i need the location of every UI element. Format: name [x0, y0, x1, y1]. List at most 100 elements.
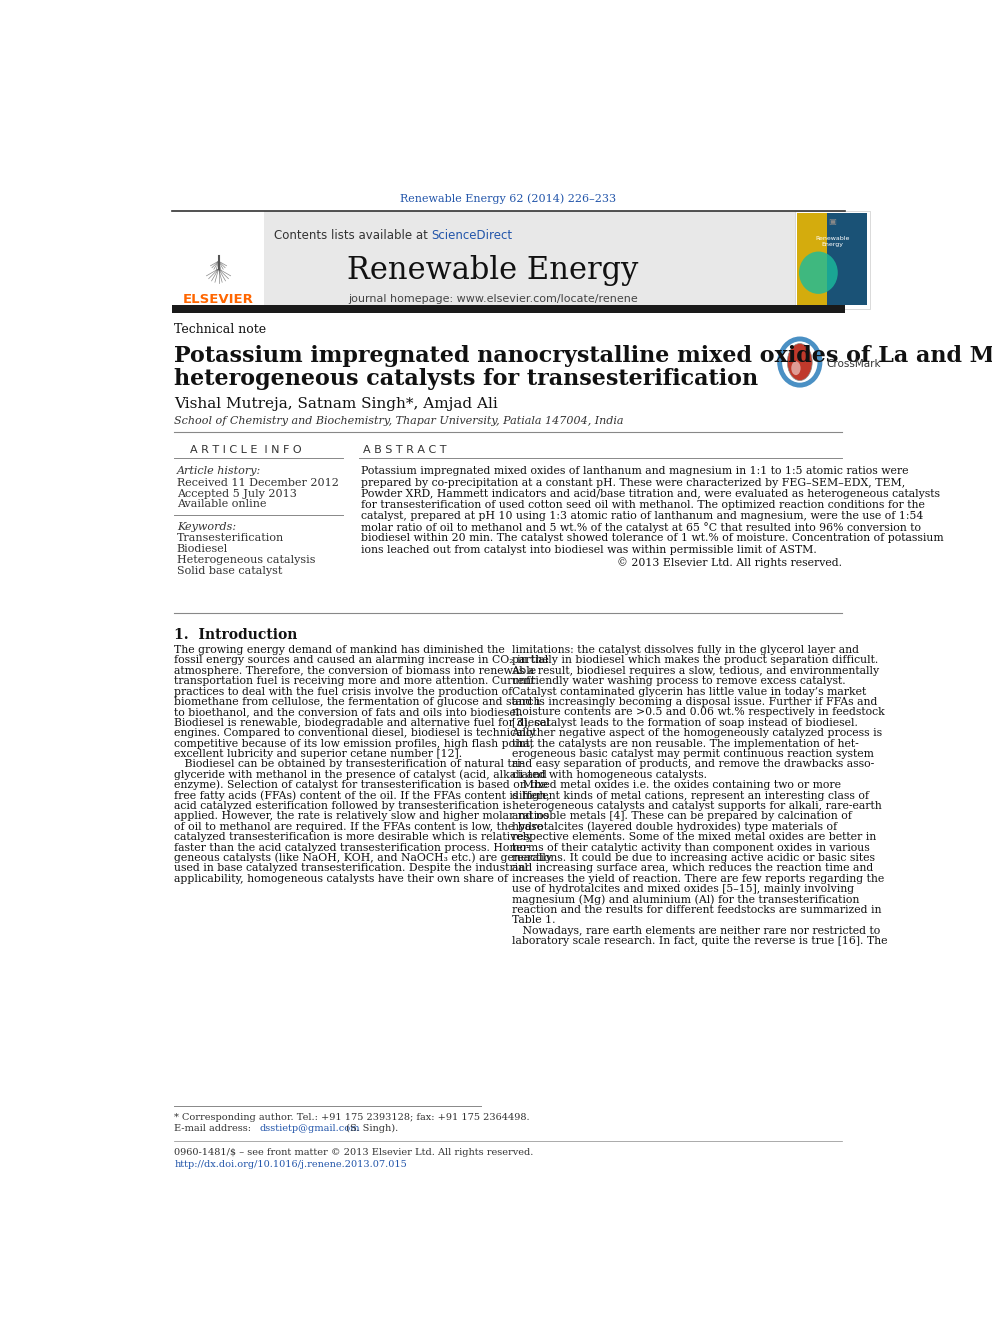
- Text: erogeneous basic catalyst may permit continuous reaction system: erogeneous basic catalyst may permit con…: [512, 749, 873, 759]
- Text: dsstietp@gmail.com: dsstietp@gmail.com: [260, 1123, 360, 1132]
- Text: Accepted 5 July 2013: Accepted 5 July 2013: [177, 488, 297, 499]
- Text: use of hydrotalcites and mixed oxides [5–15], mainly involving: use of hydrotalcites and mixed oxides [5…: [512, 884, 854, 894]
- Text: faster than the acid catalyzed transesterification process. Homo-: faster than the acid catalyzed transeste…: [175, 843, 530, 852]
- Text: Biodiesel is renewable, biodegradable and alternative fuel for diesel: Biodiesel is renewable, biodegradable an…: [175, 718, 550, 728]
- Text: ScienceDirect: ScienceDirect: [432, 229, 513, 242]
- Text: Catalyst contaminated glycerin has little value in today’s market: Catalyst contaminated glycerin has littl…: [512, 687, 866, 697]
- Text: Technical note: Technical note: [175, 323, 267, 336]
- Text: excellent lubricity and superior cetane number [12].: excellent lubricity and superior cetane …: [175, 749, 462, 759]
- Text: respective elements. Some of the mixed metal oxides are better in: respective elements. Some of the mixed m…: [512, 832, 876, 843]
- Text: catalyzed transesterification is more desirable which is relatively: catalyzed transesterification is more de…: [175, 832, 533, 843]
- Text: The growing energy demand of mankind has diminished the: The growing energy demand of mankind has…: [175, 646, 505, 655]
- Text: Table 1.: Table 1.: [512, 916, 555, 925]
- Text: hydrotalcites (layered double hydroxides) type materials of: hydrotalcites (layered double hydroxides…: [512, 822, 836, 832]
- Text: A B S T R A C T: A B S T R A C T: [363, 445, 446, 455]
- Text: different kinds of metal cations, represent an interesting class of: different kinds of metal cations, repres…: [512, 791, 869, 800]
- Text: biodiesel within 20 min. The catalyst showed tolerance of 1 wt.% of moisture. Co: biodiesel within 20 min. The catalyst sh…: [361, 533, 943, 544]
- Text: applicability, homogeneous catalysts have their own share of: applicability, homogeneous catalysts hav…: [175, 873, 508, 884]
- Text: Potassium impregnated mixed oxides of lanthanum and magnesium in 1:1 to 1:5 atom: Potassium impregnated mixed oxides of la…: [361, 467, 909, 476]
- Text: Transesterification: Transesterification: [177, 533, 284, 544]
- Text: Solid base catalyst: Solid base catalyst: [177, 566, 282, 576]
- Text: ▣: ▣: [828, 217, 836, 226]
- Text: laboratory scale research. In fact, quite the reverse is true [16]. The: laboratory scale research. In fact, quit…: [512, 937, 887, 946]
- Text: limitations: the catalyst dissolves fully in the glycerol layer and: limitations: the catalyst dissolves full…: [512, 646, 858, 655]
- Text: ions leached out from catalyst into biodiesel was within permissible limit of AS: ions leached out from catalyst into biod…: [361, 545, 816, 554]
- Ellipse shape: [799, 251, 838, 294]
- Text: As a result, biodiesel requires a slow, tedious, and environmentally: As a result, biodiesel requires a slow, …: [512, 665, 880, 676]
- Text: Available online: Available online: [177, 500, 266, 509]
- Text: Renewable Energy: Renewable Energy: [347, 255, 639, 286]
- Text: Biodiesel can be obtained by transesterification of natural tri-: Biodiesel can be obtained by transesteri…: [175, 759, 525, 770]
- Text: Keywords:: Keywords:: [177, 521, 236, 532]
- Text: Powder XRD, Hammett indicators and acid/base titration and, were evaluated as he: Powder XRD, Hammett indicators and acid/…: [361, 488, 940, 499]
- Text: free fatty acids (FFAs) content of the oil. If the FFAs content is high,: free fatty acids (FFAs) content of the o…: [175, 790, 551, 800]
- Text: glyceride with methanol in the presence of catalyst (acid, alkali and: glyceride with methanol in the presence …: [175, 770, 548, 781]
- Text: E-mail address:: E-mail address:: [175, 1123, 255, 1132]
- Text: engines. Compared to conventional diesel, biodiesel is technically: engines. Compared to conventional diesel…: [175, 728, 536, 738]
- Text: heterogeneous catalysts and catalyst supports for alkali, rare-earth: heterogeneous catalysts and catalyst sup…: [512, 800, 881, 811]
- Text: http://dx.doi.org/10.1016/j.renene.2013.07.015: http://dx.doi.org/10.1016/j.renene.2013.…: [175, 1160, 407, 1170]
- Text: practices to deal with the fuel crisis involve the production of: practices to deal with the fuel crisis i…: [175, 687, 513, 697]
- Text: * Corresponding author. Tel.: +91 175 2393128; fax: +91 175 2364498.: * Corresponding author. Tel.: +91 175 23…: [175, 1113, 530, 1122]
- Text: magnesium (Mg) and aluminium (Al) for the transesterification: magnesium (Mg) and aluminium (Al) for th…: [512, 894, 859, 905]
- Bar: [798, 213, 867, 306]
- Text: moisture contents are >0.5 and 0.06 wt.% respectively in feedstock: moisture contents are >0.5 and 0.06 wt.%…: [512, 708, 884, 717]
- Text: and increasing surface area, which reduces the reaction time and: and increasing surface area, which reduc…: [512, 864, 873, 873]
- Text: that the catalysts are non reusable. The implementation of het-: that the catalysts are non reusable. The…: [512, 738, 858, 749]
- Bar: [172, 212, 845, 308]
- Text: to bioethanol, and the conversion of fats and oils into biodiesel.: to bioethanol, and the conversion of fat…: [175, 708, 523, 717]
- Text: Nowadays, rare earth elements are neither rare nor restricted to: Nowadays, rare earth elements are neithe…: [512, 926, 880, 935]
- Text: Potassium impregnated nanocrystalline mixed oxides of La and Mg as: Potassium impregnated nanocrystalline mi…: [175, 345, 992, 366]
- Text: heterogeneous catalysts for transesterification: heterogeneous catalysts for transesterif…: [175, 368, 759, 390]
- Text: A R T I C L E  I N F O: A R T I C L E I N F O: [189, 445, 302, 455]
- Bar: [172, 212, 264, 308]
- Text: Mixed metal oxides i.e. the oxides containing two or more: Mixed metal oxides i.e. the oxides conta…: [512, 781, 840, 790]
- Bar: [172, 306, 845, 312]
- Text: 0960-1481/$ – see front matter © 2013 Elsevier Ltd. All rights reserved.: 0960-1481/$ – see front matter © 2013 El…: [175, 1148, 534, 1158]
- Text: terms of their catalytic activity than component oxides in various: terms of their catalytic activity than c…: [512, 843, 869, 852]
- Text: Contents lists available at: Contents lists available at: [274, 229, 432, 242]
- Text: of oil to methanol are required. If the FFAs content is low, the base: of oil to methanol are required. If the …: [175, 822, 544, 832]
- Text: Renewable Energy 62 (2014) 226–233: Renewable Energy 62 (2014) 226–233: [401, 193, 616, 204]
- Text: (S. Singh).: (S. Singh).: [343, 1123, 399, 1132]
- Text: reactions. It could be due to increasing active acidic or basic sites: reactions. It could be due to increasing…: [512, 853, 875, 863]
- Text: and noble metals [4]. These can be prepared by calcination of: and noble metals [4]. These can be prepa…: [512, 811, 851, 822]
- Text: for transesterification of used cotton seed oil with methanol. The optimized rea: for transesterification of used cotton s…: [361, 500, 925, 509]
- Bar: [798, 213, 827, 306]
- Text: increases the yield of reaction. There are few reports regarding the: increases the yield of reaction. There a…: [512, 873, 884, 884]
- Text: Renewable
Energy: Renewable Energy: [815, 235, 849, 246]
- Text: atmosphere. Therefore, the conversion of biomass into renewable: atmosphere. Therefore, the conversion of…: [175, 665, 537, 676]
- Bar: [796, 212, 870, 308]
- Text: applied. However, the rate is relatively slow and higher molar ratios: applied. However, the rate is relatively…: [175, 811, 550, 822]
- Text: biomethane from cellulose, the fermentation of glucose and starch: biomethane from cellulose, the fermentat…: [175, 697, 541, 706]
- Text: molar ratio of oil to methanol and 5 wt.% of the catalyst at 65 °C that resulted: molar ratio of oil to methanol and 5 wt.…: [361, 521, 922, 533]
- Text: Heterogeneous catalysis: Heterogeneous catalysis: [177, 554, 315, 565]
- Text: transportation fuel is receiving more and more attention. Current: transportation fuel is receiving more an…: [175, 676, 536, 687]
- Text: Vishal Mutreja, Satnam Singh*, Amjad Ali: Vishal Mutreja, Satnam Singh*, Amjad Ali: [175, 397, 498, 410]
- Text: ELSEVIER: ELSEVIER: [184, 294, 254, 306]
- Text: Biodiesel: Biodiesel: [177, 544, 228, 554]
- Text: CrossMark: CrossMark: [826, 359, 881, 369]
- Text: and easy separation of products, and remove the drawbacks asso-: and easy separation of products, and rem…: [512, 759, 874, 770]
- Text: © 2013 Elsevier Ltd. All rights reserved.: © 2013 Elsevier Ltd. All rights reserved…: [617, 557, 842, 568]
- Text: partially in biodiesel which makes the product separation difficult.: partially in biodiesel which makes the p…: [512, 655, 878, 665]
- Text: catalyst, prepared at pH 10 using 1:3 atomic ratio of lanthanum and magnesium, w: catalyst, prepared at pH 10 using 1:3 at…: [361, 511, 924, 521]
- Text: reaction and the results for different feedstocks are summarized in: reaction and the results for different f…: [512, 905, 881, 916]
- Text: acid catalyzed esterification followed by transesterification is: acid catalyzed esterification followed b…: [175, 800, 512, 811]
- Text: prepared by co-precipitation at a constant pH. These were characterized by FEG–S: prepared by co-precipitation at a consta…: [361, 478, 906, 488]
- Text: and is increasingly becoming a disposal issue. Further if FFAs and: and is increasingly becoming a disposal …: [512, 697, 877, 706]
- Text: [3], catalyst leads to the formation of soap instead of biodiesel.: [3], catalyst leads to the formation of …: [512, 718, 857, 728]
- Text: enzyme). Selection of catalyst for transesterification is based on the: enzyme). Selection of catalyst for trans…: [175, 779, 549, 790]
- Text: Article history:: Article history:: [177, 467, 261, 476]
- Text: geneous catalysts (like NaOH, KOH, and NaOCH₃ etc.) are generally: geneous catalysts (like NaOH, KOH, and N…: [175, 852, 553, 863]
- Text: School of Chemistry and Biochemistry, Thapar University, Patiala 147004, India: School of Chemistry and Biochemistry, Th…: [175, 415, 624, 426]
- Text: journal homepage: www.elsevier.com/locate/renene: journal homepage: www.elsevier.com/locat…: [348, 294, 638, 304]
- Text: used in base catalyzed transesterification. Despite the industrial: used in base catalyzed transesterificati…: [175, 864, 529, 873]
- Text: ciated with homogeneous catalysts.: ciated with homogeneous catalysts.: [512, 770, 706, 779]
- Ellipse shape: [792, 361, 801, 376]
- Text: Another negative aspect of the homogeneously catalyzed process is: Another negative aspect of the homogeneo…: [512, 728, 883, 738]
- Text: 1.  Introduction: 1. Introduction: [175, 627, 298, 642]
- Text: fossil energy sources and caused an alarming increase in CO₂ in the: fossil energy sources and caused an alar…: [175, 655, 550, 665]
- Text: competitive because of its low emission profiles, high flash point,: competitive because of its low emission …: [175, 738, 534, 749]
- Text: Received 11 December 2012: Received 11 December 2012: [177, 478, 338, 488]
